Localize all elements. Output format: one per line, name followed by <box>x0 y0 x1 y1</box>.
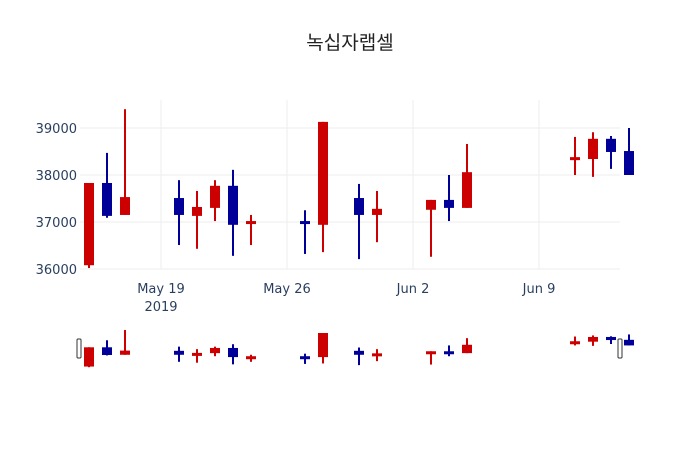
candle[interactable] <box>354 183 364 260</box>
candle[interactable] <box>210 180 220 222</box>
mini-candle <box>588 335 598 346</box>
range-slider-candles <box>84 330 634 368</box>
range-slider-left-handle[interactable] <box>76 338 82 359</box>
candle[interactable] <box>228 169 238 256</box>
y-tick-label: 37000 <box>36 216 77 231</box>
mini-candle <box>444 345 454 357</box>
mini-candle <box>174 346 184 362</box>
mini-candle <box>84 347 94 368</box>
candle[interactable] <box>318 121 328 253</box>
candle[interactable] <box>300 210 310 254</box>
range-slider-right-handle[interactable] <box>617 338 623 359</box>
mini-candle <box>606 336 616 344</box>
candle[interactable] <box>102 152 112 218</box>
mini-candle <box>192 349 202 363</box>
mini-candle <box>210 346 220 357</box>
x-tick-year: 2019 <box>144 300 177 315</box>
mini-candle <box>570 336 580 346</box>
candle[interactable] <box>570 136 580 175</box>
candle[interactable] <box>372 190 382 243</box>
y-tick-label: 39000 <box>36 122 77 137</box>
y-tick-label: 38000 <box>36 169 77 184</box>
candle[interactable] <box>246 214 256 246</box>
mini-candle <box>120 330 130 355</box>
mini-candle <box>462 338 472 354</box>
y-axis: 36000 37000 38000 39000 <box>36 122 77 278</box>
candle[interactable] <box>426 199 436 257</box>
candle[interactable] <box>588 132 598 177</box>
candle[interactable] <box>84 182 94 269</box>
candle[interactable] <box>606 135 616 169</box>
y-tick-label: 36000 <box>36 263 77 278</box>
x-tick-label: Jun 2 <box>396 282 430 297</box>
mini-candle <box>372 349 382 362</box>
candle[interactable] <box>444 175 454 222</box>
candle[interactable] <box>624 128 634 175</box>
mini-candle <box>102 340 112 356</box>
mini-candle <box>318 333 328 364</box>
candle[interactable] <box>192 190 202 249</box>
candle[interactable] <box>120 109 130 215</box>
x-tick-label: May 26 <box>263 282 311 297</box>
chart-title: 녹십자랩셀 <box>306 32 394 54</box>
x-tick-label: Jun 9 <box>522 282 556 297</box>
mini-candle <box>300 353 310 364</box>
mini-candle <box>426 351 436 365</box>
mini-candle <box>246 354 256 362</box>
candle[interactable] <box>462 143 472 208</box>
gridlines <box>80 100 620 270</box>
x-axis: May 19 2019 May 26 Jun 2 Jun 9 <box>137 282 555 315</box>
mini-candle <box>624 334 634 346</box>
candle[interactable] <box>174 180 184 246</box>
x-tick-label: May 19 <box>137 282 185 297</box>
range-slider[interactable] <box>76 330 634 368</box>
mini-candle <box>354 347 364 366</box>
mini-candle <box>228 344 238 365</box>
candles-main <box>84 109 634 269</box>
